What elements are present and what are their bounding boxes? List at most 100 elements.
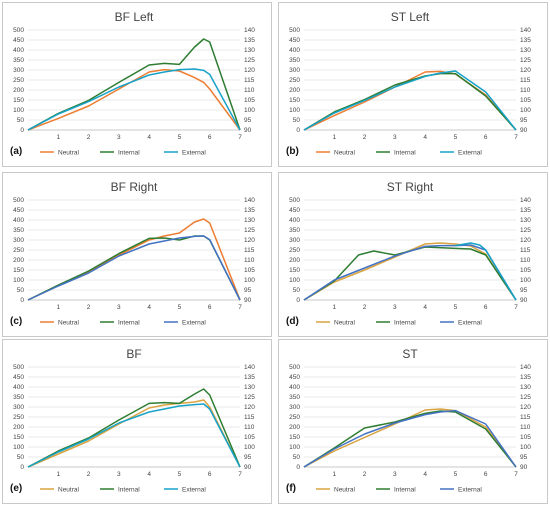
y-tick-label: 150 (13, 267, 24, 274)
y2-tick-label: 105 (520, 267, 531, 274)
panel-label: (e) (10, 483, 22, 494)
y2-tick-label: 140 (520, 27, 531, 34)
panel-c: BF Right 0 50 100 150 200 250 300 350 400 450 500 90… (2, 172, 272, 337)
y-tick-label: 50 (17, 454, 25, 461)
y2-tick-label: 135 (520, 374, 531, 381)
y-tick-label: 500 (289, 27, 300, 34)
y2-tick-label: 130 (244, 384, 255, 391)
x-tick-label: 3 (117, 134, 121, 141)
chart-title: ST Right (387, 180, 434, 194)
series-line (27, 403, 241, 468)
legend-label: Internal (118, 149, 140, 156)
panel-frame (2, 172, 272, 337)
y2-tick-label: 105 (244, 97, 255, 104)
y-tick-label: 400 (13, 217, 24, 224)
y-tick-label: 500 (289, 364, 300, 371)
legend-label: Internal (118, 486, 140, 493)
y-tick-label: 200 (289, 87, 300, 94)
x-tick-label: 4 (423, 304, 427, 311)
x-tick-label: 4 (147, 134, 151, 141)
y2-tick-label: 100 (520, 107, 531, 114)
x-tick-label: 6 (484, 304, 488, 311)
y-tick-label: 250 (289, 414, 300, 421)
y2-tick-label: 105 (520, 434, 531, 441)
y-tick-label: 0 (20, 464, 24, 471)
y-tick-label: 250 (289, 247, 300, 254)
chart-title: BF (126, 347, 141, 361)
y-tick-label: 300 (289, 67, 300, 74)
x-tick-label: 3 (393, 304, 397, 311)
y-tick-label: 150 (13, 434, 24, 441)
y2-tick-label: 130 (520, 217, 531, 224)
series-line (27, 235, 241, 301)
chart-svg-c: BF Right 0 50 100 150 200 250 300 350 400 450 500 90… (2, 172, 272, 337)
legend-label: Neutral (334, 486, 356, 493)
x-tick-label: 4 (147, 304, 151, 311)
y-tick-label: 50 (17, 117, 25, 124)
x-tick-label: 7 (514, 134, 518, 141)
y-tick-label: 50 (17, 287, 25, 294)
y-tick-label: 300 (289, 237, 300, 244)
series-line (27, 399, 241, 468)
x-tick-label: 4 (147, 471, 151, 478)
y2-tick-label: 95 (244, 117, 252, 124)
y2-tick-label: 90 (520, 464, 528, 471)
y2-tick-label: 90 (520, 297, 528, 304)
chart-svg-f: ST 0 50 100 150 200 250 300 350 400 450 500 90 95 100 1… (278, 339, 548, 504)
legend-label: External (182, 319, 206, 326)
y2-tick-label: 115 (520, 77, 531, 84)
y2-tick-label: 100 (244, 107, 255, 114)
y-tick-label: 50 (293, 117, 301, 124)
x-tick-label: 3 (117, 471, 121, 478)
x-tick-label: 1 (332, 304, 336, 311)
series-line (303, 244, 517, 301)
x-tick-label: 1 (56, 304, 60, 311)
panel-d: ST Right 0 50 100 150 200 250 300 350 400 450 500 90… (278, 172, 548, 337)
y-tick-label: 250 (13, 77, 24, 84)
y2-tick-label: 110 (520, 424, 531, 431)
x-tick-label: 5 (178, 304, 182, 311)
y2-tick-label: 125 (520, 227, 531, 234)
y2-tick-label: 90 (244, 297, 252, 304)
series-line (455, 242, 517, 301)
y2-tick-label: 120 (244, 67, 255, 74)
y-tick-label: 500 (13, 27, 24, 34)
y2-tick-label: 135 (244, 207, 255, 214)
y2-tick-label: 125 (244, 227, 255, 234)
y2-tick-label: 90 (520, 127, 528, 134)
panel-label: (f) (286, 483, 296, 494)
legend-label: Internal (118, 319, 140, 326)
y-tick-label: 400 (13, 47, 24, 54)
x-tick-label: 3 (393, 134, 397, 141)
y-tick-label: 500 (13, 197, 24, 204)
x-tick-label: 7 (514, 471, 518, 478)
legend-label: Internal (394, 149, 416, 156)
y2-tick-label: 95 (520, 287, 528, 294)
legend-label: Neutral (58, 149, 80, 156)
y2-tick-label: 115 (244, 247, 255, 254)
panel-label: (d) (286, 316, 299, 327)
y-tick-label: 100 (13, 107, 24, 114)
panel-label: (a) (10, 146, 22, 157)
panel-a: BF Left 0 50 100 150 200 250 300 350 400 450 500 90 9… (2, 2, 272, 167)
y-tick-label: 500 (13, 364, 24, 371)
y2-tick-label: 115 (244, 77, 255, 84)
y-tick-label: 350 (13, 394, 24, 401)
panel-frame (2, 2, 272, 167)
y-tick-label: 100 (289, 444, 300, 451)
y-tick-label: 150 (289, 267, 300, 274)
y-tick-label: 450 (13, 37, 24, 44)
y2-tick-label: 100 (244, 444, 255, 451)
y2-tick-label: 130 (244, 217, 255, 224)
y-tick-label: 200 (289, 257, 300, 264)
legend-label: Internal (394, 319, 416, 326)
y-tick-label: 150 (289, 97, 300, 104)
y-tick-label: 250 (289, 77, 300, 84)
chart-svg-e: BF 0 50 100 150 200 250 300 350 400 450 500 90 95 100 1… (2, 339, 272, 504)
y2-tick-label: 140 (244, 27, 255, 34)
x-tick-label: 6 (208, 134, 212, 141)
x-tick-label: 2 (87, 471, 91, 478)
y2-tick-label: 110 (520, 87, 531, 94)
y-tick-label: 350 (13, 227, 24, 234)
legend-label: External (458, 149, 482, 156)
